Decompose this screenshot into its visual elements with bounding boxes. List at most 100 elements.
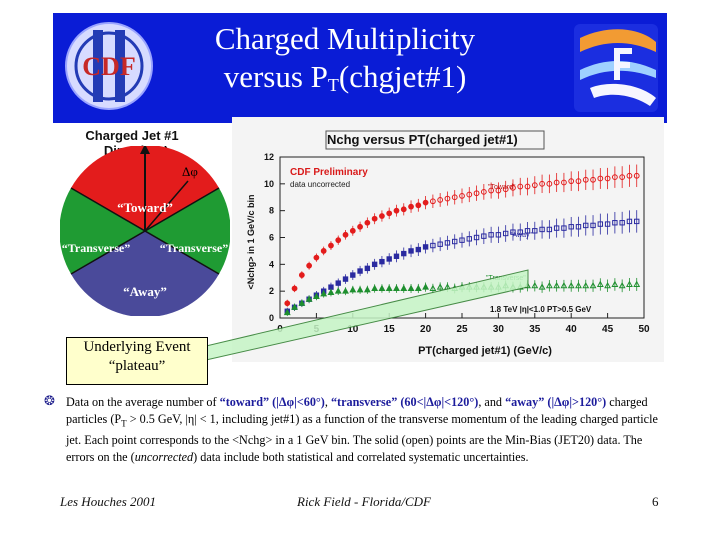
point-transverse xyxy=(589,281,597,289)
point-toward xyxy=(575,178,582,185)
point-away xyxy=(437,241,443,247)
point-transverse xyxy=(618,281,626,289)
point-toward xyxy=(495,187,502,194)
point-toward xyxy=(371,215,378,222)
footer-center: Rick Field - Florida/CDF xyxy=(297,494,431,509)
point-toward xyxy=(539,180,545,187)
point-transverse xyxy=(538,283,546,290)
point-transverse xyxy=(414,284,422,291)
point-toward xyxy=(335,237,342,244)
point-transverse xyxy=(567,281,575,289)
point-toward xyxy=(415,202,422,209)
point-transverse xyxy=(575,281,582,289)
point-away xyxy=(510,229,516,235)
point-away xyxy=(553,225,560,231)
region-wheel: Δφ “Toward” “Transverse” “Transverse” “A… xyxy=(60,146,230,316)
point-toward xyxy=(386,210,393,217)
point-toward xyxy=(473,190,480,197)
point-away xyxy=(546,226,553,233)
point-transverse xyxy=(596,280,604,287)
point-toward xyxy=(531,182,538,189)
point-away xyxy=(561,225,567,231)
x-tick-label: 30 xyxy=(493,324,505,335)
point-away xyxy=(408,248,414,254)
point-toward xyxy=(553,179,560,186)
header-bar xyxy=(53,13,667,123)
point-away xyxy=(401,250,407,257)
dphi-label: Δφ xyxy=(182,164,198,179)
point-away xyxy=(335,280,341,286)
point-away xyxy=(619,220,625,226)
chart-title: Nchg versus PT(charged jet#1) xyxy=(327,132,518,147)
point-away xyxy=(386,256,392,262)
page-title: Charged Multiplicity versus PT(chgjet#1) xyxy=(165,20,525,104)
point-toward xyxy=(502,186,509,193)
point-toward xyxy=(546,180,553,187)
point-toward xyxy=(349,227,356,234)
point-toward xyxy=(357,223,363,230)
point-toward xyxy=(611,174,618,181)
preliminary-label: CDF Preliminary xyxy=(290,167,368,178)
point-toward xyxy=(568,178,575,185)
point-toward xyxy=(480,188,487,195)
point-transverse xyxy=(356,285,364,293)
point-away xyxy=(634,218,640,225)
toward-chart-label: "Toward" xyxy=(488,184,516,191)
point-transverse xyxy=(349,285,357,293)
point-away xyxy=(430,242,436,249)
point-transverse xyxy=(553,281,561,289)
transverse-right-label: “Transverse” xyxy=(160,241,228,255)
point-away xyxy=(342,276,349,282)
point-toward xyxy=(633,172,640,179)
point-toward xyxy=(444,195,451,202)
away-region xyxy=(71,231,219,316)
point-transverse xyxy=(604,281,612,289)
point-toward xyxy=(488,187,495,194)
point-toward xyxy=(437,197,444,203)
point-toward xyxy=(422,199,429,206)
point-away xyxy=(422,244,429,250)
experiment-logo xyxy=(574,24,658,112)
y-tick-label: 4 xyxy=(269,259,274,269)
footer-left: Les Houches 2001 xyxy=(60,494,157,509)
point-away xyxy=(459,237,465,243)
point-transverse xyxy=(363,285,371,293)
point-transverse xyxy=(283,308,291,316)
point-toward xyxy=(291,285,298,292)
point-toward xyxy=(298,272,305,278)
x-axis-label: PT(charged jet#1) (GeV/c) xyxy=(418,345,552,357)
y-tick-label: 2 xyxy=(269,286,274,296)
y-tick-label: 0 xyxy=(269,313,274,323)
point-away xyxy=(590,222,596,229)
point-toward xyxy=(561,179,567,186)
point-toward xyxy=(313,254,320,261)
point-transverse xyxy=(327,288,335,296)
point-transverse xyxy=(422,283,430,290)
point-transverse xyxy=(626,280,633,287)
x-tick-label: 20 xyxy=(420,324,432,335)
point-transverse xyxy=(312,292,320,300)
point-transverse xyxy=(334,287,342,294)
point-toward xyxy=(400,206,407,213)
point-transverse xyxy=(560,281,568,289)
point-transverse xyxy=(436,283,444,290)
page-number: 6 xyxy=(652,494,659,509)
title-line2: versus PT(chgjet#1) xyxy=(223,59,467,95)
point-toward xyxy=(379,213,385,219)
x-tick-label: 50 xyxy=(638,324,650,335)
point-away xyxy=(350,272,356,278)
point-away xyxy=(415,246,422,253)
point-toward xyxy=(342,231,349,238)
point-away xyxy=(357,268,363,274)
point-away xyxy=(495,232,502,238)
point-toward xyxy=(364,219,371,226)
point-transverse xyxy=(400,284,408,291)
point-transverse xyxy=(545,281,553,289)
point-away xyxy=(364,265,371,272)
x-tick-label: 25 xyxy=(456,324,468,335)
x-tick-label: 40 xyxy=(566,324,578,335)
point-toward xyxy=(408,203,414,210)
point-away xyxy=(502,230,509,237)
point-transverse xyxy=(633,280,641,287)
point-transverse xyxy=(407,284,415,291)
